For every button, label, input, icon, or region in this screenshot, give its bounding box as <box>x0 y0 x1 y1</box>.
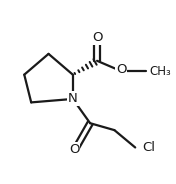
Text: CH₃: CH₃ <box>149 65 171 78</box>
Text: N: N <box>68 92 78 105</box>
Text: Cl: Cl <box>142 141 155 154</box>
Text: O: O <box>92 31 102 44</box>
Text: O: O <box>116 63 127 76</box>
Text: O: O <box>69 143 80 156</box>
